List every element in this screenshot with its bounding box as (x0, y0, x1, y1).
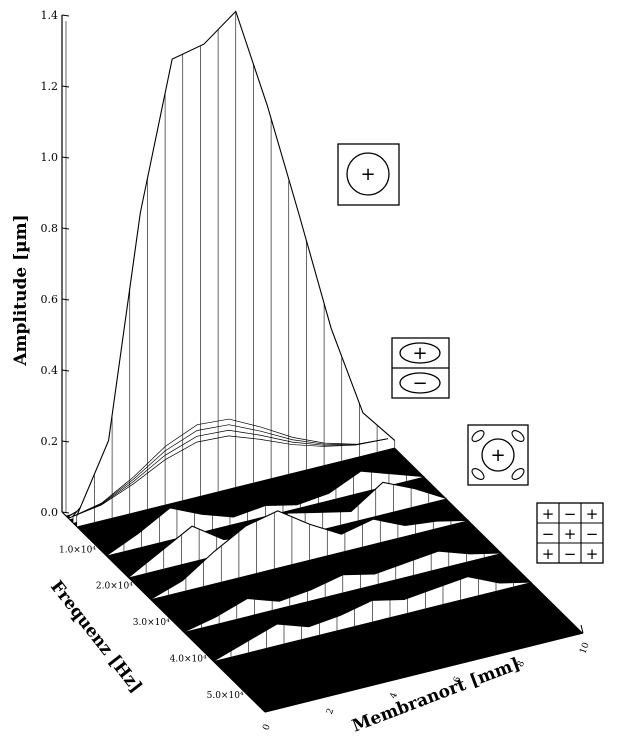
grid-cell-5: + (564, 525, 577, 543)
frequency-axis-label: Frequenz [Hz] (46, 577, 146, 697)
frequency-tick-label: 3.0×10⁴ (133, 618, 170, 628)
axes (61, 15, 584, 713)
amplitude-surface (69, 10, 532, 662)
mesh-contour-line (69, 435, 388, 519)
z-tick-label: 0.8 (41, 222, 59, 235)
position-tick-label: 2 (325, 707, 336, 716)
grid-cell-6: − (586, 525, 599, 543)
z-tick-mark (61, 156, 70, 159)
grid-cell-1: + (542, 505, 555, 523)
position-tick-label: 0 (261, 723, 272, 732)
position-tick-mark (516, 640, 520, 649)
z-tick-mark (61, 369, 70, 372)
z-tick-label: 1.4 (41, 9, 59, 22)
mode-shape-icons: + + − + + − + − + (337, 143, 604, 564)
mode-single-icon: + (337, 143, 400, 206)
frequency-tick-mark (98, 544, 108, 549)
frequency-floor (65, 436, 583, 712)
mode-circle-plus: + (490, 445, 505, 466)
series-ridge (183, 550, 502, 633)
mode-double-plus: + (412, 343, 427, 364)
z-tick-label: 0.6 (41, 293, 59, 306)
frequency-tick-mark (135, 581, 144, 586)
position-tick-label: 4 (389, 691, 400, 700)
position-tick-label: 6 (452, 675, 463, 684)
position-tick-mark (389, 672, 393, 681)
position-axis-line (264, 632, 584, 713)
mesh-contour-line (69, 429, 388, 519)
mode-single-plus: + (360, 164, 375, 185)
mode-double-icon: + − (391, 337, 450, 399)
position-tick-mark (580, 624, 584, 634)
z-tick-mark (61, 440, 70, 443)
grid-cell-7: + (542, 545, 555, 563)
position-tick-mark (262, 703, 266, 713)
frequency-tick-label: 4.0×10⁴ (170, 654, 207, 664)
mesh-contour-line (69, 418, 389, 518)
z-tick-mark (61, 298, 70, 301)
grid-cell-9: + (586, 545, 599, 563)
z-tick-mark (61, 85, 70, 88)
z-tick-label: 1.2 (41, 80, 59, 93)
mode-grid-icon: + − + − + − + − + (536, 502, 604, 564)
grid-cell-2: − (564, 505, 577, 523)
frequency-tick-mark (246, 690, 255, 695)
floor-band (65, 436, 583, 712)
frequency-tick-mark (172, 617, 181, 622)
grid-cell-3: + (586, 505, 599, 523)
z-tick-mark (61, 227, 70, 230)
position-tick-label: 10 (578, 641, 591, 655)
frequency-axis-ticks: 1.0×10⁴ 2.0×10⁴ 3.0×10⁴ 4.0×10⁴ 5.0×10⁴ (59, 544, 255, 701)
z-axis-ticks: 0.0 0.2 0.4 0.6 0.8 1.0 1.2 1.4 (41, 9, 70, 519)
position-tick-label: 8 (516, 659, 527, 668)
y-axis-label: Amplitude [µm] (11, 214, 31, 366)
series-ridge (76, 10, 396, 527)
frequency-axis-line (61, 511, 266, 713)
z-tick-label: 0.4 (41, 364, 59, 377)
series-ridge (150, 510, 469, 600)
position-tick-mark (453, 656, 457, 665)
mode-circle-lobes-icon: + (467, 424, 529, 486)
mesh-contour-line (69, 424, 388, 519)
z-tick-mark (61, 14, 70, 17)
z-tick-label: 1.0 (41, 151, 59, 164)
z-tick-label: 0.0 (41, 506, 59, 519)
series-ridge (213, 576, 532, 662)
grid-cell-4: − (542, 525, 555, 543)
position-axis-ticks: 0 2 4 6 8 10 (261, 624, 592, 732)
position-tick-mark (326, 688, 330, 697)
grid-cell-8: − (564, 545, 577, 563)
mesh-contours (69, 418, 389, 519)
frequency-tick-label: 1.0×10⁴ (59, 545, 96, 555)
z-tick-label: 0.2 (41, 435, 59, 448)
mode-double-minus: − (412, 373, 427, 394)
z-tick-mark (61, 511, 70, 514)
frequency-tick-mark (209, 653, 218, 658)
frequency-tick-label: 2.0×10⁴ (96, 582, 133, 592)
frequency-tick-label: 5.0×10⁴ (207, 691, 244, 701)
